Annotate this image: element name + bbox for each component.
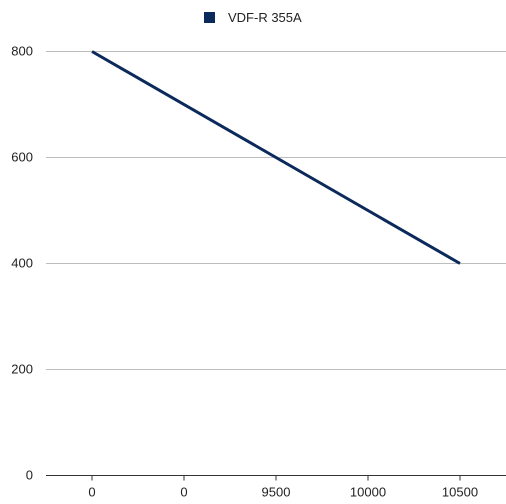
x-tick-label: 10000 — [350, 485, 386, 500]
y-tick-label: 400 — [11, 256, 33, 271]
y-tick-label: 0 — [26, 468, 33, 483]
series-layer — [91, 50, 461, 265]
y-axis-ticks: 0 200 400 600 800 — [11, 44, 33, 483]
x-tick-label: 0 — [88, 485, 95, 500]
legend-swatch — [204, 12, 215, 23]
series-line — [91, 50, 461, 265]
y-tick-label: 200 — [11, 362, 33, 377]
x-tick-label: 0 — [180, 485, 187, 500]
y-tick-label: 800 — [11, 44, 33, 59]
x-tick-label: 9500 — [262, 485, 291, 500]
gridlines — [46, 51, 506, 370]
legend-label: VDF-R 355A — [228, 10, 302, 25]
x-axis-ticks: 0 0 9500 10000 10500 — [88, 475, 478, 500]
legend: VDF-R 355A — [204, 10, 302, 25]
y-tick-label: 600 — [11, 150, 33, 165]
x-tick-label: 10500 — [442, 485, 478, 500]
